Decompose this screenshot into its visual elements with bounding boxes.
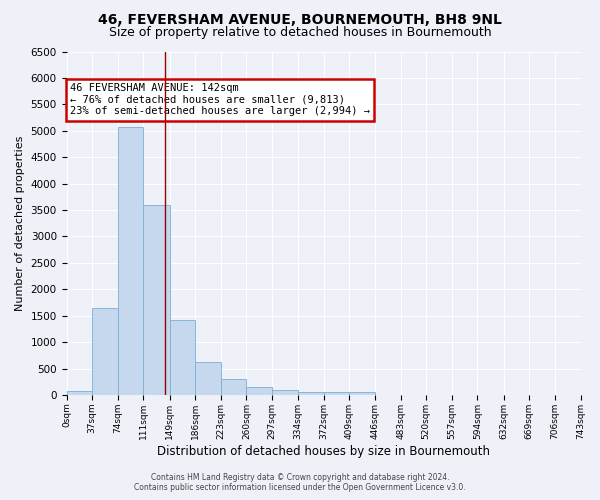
Text: Size of property relative to detached houses in Bournemouth: Size of property relative to detached ho… (109, 26, 491, 39)
Text: 46, FEVERSHAM AVENUE, BOURNEMOUTH, BH8 9NL: 46, FEVERSHAM AVENUE, BOURNEMOUTH, BH8 9… (98, 12, 502, 26)
Bar (247, 387, 272, 395)
Bar (195, 362, 221, 395)
Bar (272, 390, 298, 395)
Bar (349, 392, 375, 395)
X-axis label: Distribution of detached houses by size in Bournemouth: Distribution of detached houses by size … (157, 444, 490, 458)
Bar (67, 391, 92, 395)
Text: Contains HM Land Registry data © Crown copyright and database right 2024.
Contai: Contains HM Land Registry data © Crown c… (134, 473, 466, 492)
Bar (298, 392, 324, 395)
Bar (92, 308, 118, 395)
Y-axis label: Number of detached properties: Number of detached properties (15, 136, 25, 311)
Bar (324, 392, 349, 395)
Text: 46 FEVERSHAM AVENUE: 142sqm
← 76% of detached houses are smaller (9,813)
23% of : 46 FEVERSHAM AVENUE: 142sqm ← 76% of det… (70, 83, 370, 116)
Bar (170, 320, 195, 395)
Bar (118, 127, 143, 395)
Bar (221, 379, 247, 395)
Bar (143, 206, 170, 395)
